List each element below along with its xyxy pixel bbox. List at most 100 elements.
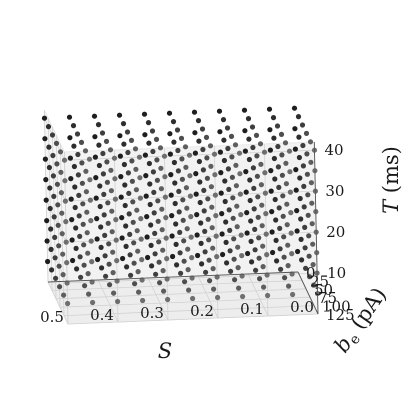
data-point [164,256,170,262]
data-point [176,188,182,194]
data-point [205,216,211,222]
data-point [159,227,165,233]
data-point [149,263,155,269]
data-point [161,288,167,294]
data-point [224,260,230,266]
data-point [203,269,209,275]
data-point [117,133,123,139]
data-point [83,168,89,174]
data-point [250,165,256,171]
data-point [263,211,269,217]
data-point [276,205,282,211]
data-point [226,207,232,213]
data-point [111,290,117,296]
data-point [264,252,270,258]
data-point [106,241,112,247]
data-point [98,244,104,250]
data-point [305,192,311,198]
data-point [131,260,137,266]
data-point [300,142,306,149]
data-point [107,282,113,288]
grid-line-y [55,135,311,308]
data-point [239,253,245,259]
data-point [267,127,273,133]
data-point [81,242,87,248]
data-point [157,280,163,286]
data-point [253,132,260,138]
data-point [257,141,264,147]
data-point [268,188,274,194]
data-point [115,298,121,305]
data-point [137,175,143,181]
data-point [255,194,261,200]
data-point [227,248,233,254]
x-tick-label: 0.4 [90,306,114,324]
data-point [224,125,231,131]
data-point [171,139,177,145]
data-point [225,145,231,152]
data-point [71,163,77,170]
data-point [66,114,73,120]
data-point [155,198,161,204]
data-point [282,275,288,281]
data-point [300,163,306,169]
data-point [79,180,85,186]
data-point [61,157,68,163]
data-point [69,217,75,223]
data-point [168,172,174,178]
data-point [125,170,131,176]
data-point [106,261,112,267]
data-point [255,214,261,220]
data-point [154,177,160,183]
data-point [246,156,252,163]
data-point [298,216,304,222]
data-point [274,258,280,264]
z-tick-label: 10 [327,264,346,282]
data-point [163,215,169,221]
data-point [177,229,183,235]
data-point [143,193,149,199]
data-point [222,178,228,184]
data-point [137,195,143,201]
data-point [217,149,223,155]
data-point [142,152,148,158]
data-point [265,292,271,299]
data-point [102,232,108,238]
data-point [135,248,141,254]
data-point [229,174,235,180]
data-point [74,266,80,272]
z-axis-label-main: T [379,198,403,214]
data-point [42,136,48,142]
data-point [58,190,64,196]
data-point [284,222,290,228]
data-point [272,196,278,203]
data-point [299,257,305,263]
data-point [136,154,143,160]
data-point [167,151,173,157]
data-point [43,197,49,203]
data-point [189,255,195,261]
data-point [84,230,90,236]
data-point [248,238,254,244]
data-point [302,224,308,230]
data-point [185,267,191,273]
data-point [133,166,139,172]
data-point [180,197,186,203]
data-point [209,225,215,231]
data-point [304,151,310,157]
data-point [78,274,84,280]
data-point [293,187,299,193]
data-point [103,138,110,144]
data-point [63,239,69,245]
data-point [230,215,236,221]
data-point [215,294,221,301]
data-point [162,194,168,200]
data-point [225,166,231,172]
data-point [256,235,262,241]
data-point [193,191,199,197]
data-point [157,145,164,151]
data-point [92,154,98,160]
data-point [261,284,267,290]
data-point [212,172,218,178]
x-tick-label: 0.2 [190,302,214,320]
